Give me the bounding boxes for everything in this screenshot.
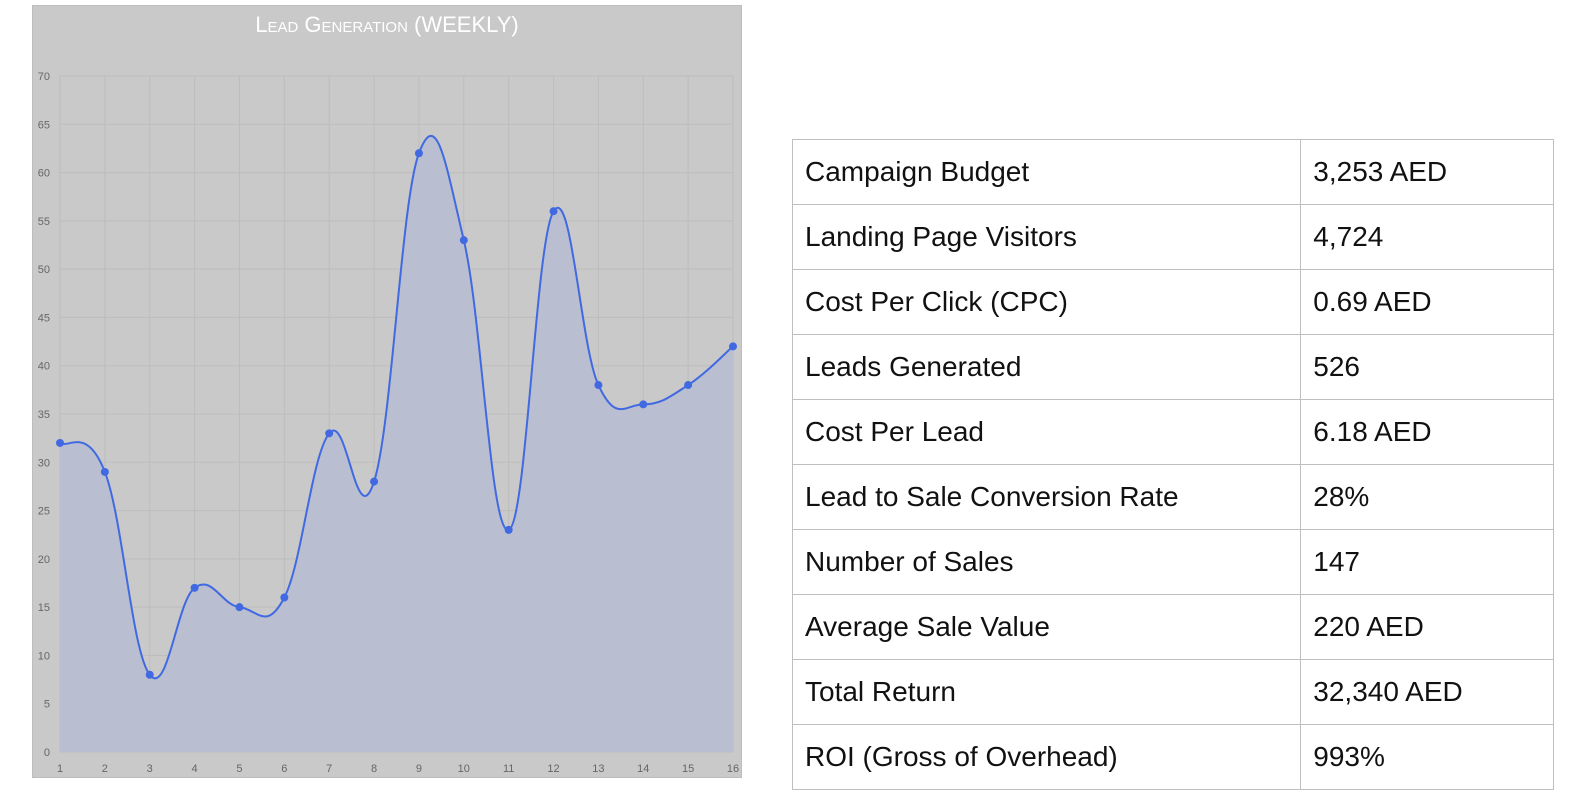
y-tick-label: 50 xyxy=(38,264,50,276)
metric-value: 993% xyxy=(1300,724,1554,790)
table-row: Lead to Sale Conversion Rate 28% xyxy=(791,464,1554,530)
y-tick-label: 10 xyxy=(38,650,50,662)
x-tick-label: 2 xyxy=(102,763,108,775)
x-tick-label: 4 xyxy=(192,763,198,775)
x-tick-label: 8 xyxy=(371,763,377,775)
x-tick-label: 15 xyxy=(682,763,694,775)
table-row: ROI (Gross of Overhead) 993% xyxy=(791,724,1554,790)
data-point xyxy=(549,207,558,216)
y-tick-label: 65 xyxy=(38,119,50,131)
metric-label: Cost Per Click (CPC) xyxy=(791,269,1302,335)
x-tick-label: 7 xyxy=(326,763,332,775)
x-tick-label: 9 xyxy=(416,763,422,775)
y-tick-label: 60 xyxy=(38,168,50,180)
data-point xyxy=(684,381,693,390)
metric-label: Average Sale Value xyxy=(791,594,1302,660)
metric-value: 28% xyxy=(1300,464,1554,530)
y-tick-label: 5 xyxy=(44,699,50,711)
x-tick-label: 1 xyxy=(57,763,63,775)
data-point xyxy=(325,429,334,438)
x-tick-label: 12 xyxy=(547,763,559,775)
metric-label: Leads Generated xyxy=(791,334,1302,400)
data-point xyxy=(145,670,154,679)
y-tick-label: 25 xyxy=(38,506,50,518)
metric-value: 147 xyxy=(1300,529,1554,595)
y-tick-label: 55 xyxy=(38,216,50,228)
lead-generation-chart: 0 5 10 15 20 25 30 35 40 45 50 55 60 65 70 1 2 3 4 5 6 7 8 9 10 1… xyxy=(32,5,742,778)
x-tick-label: 13 xyxy=(592,763,604,775)
data-point xyxy=(639,400,648,409)
x-tick-label: 5 xyxy=(236,763,242,775)
y-tick-label: 20 xyxy=(38,554,50,566)
data-point xyxy=(594,381,603,390)
series-area xyxy=(60,135,733,753)
table-row: Cost Per Click (CPC) 0.69 AED xyxy=(791,269,1554,335)
y-tick-label: 35 xyxy=(38,409,50,421)
metric-label: Cost Per Lead xyxy=(791,399,1302,465)
metric-value: 0.69 AED xyxy=(1300,269,1554,335)
y-tick-label: 40 xyxy=(38,361,50,373)
table-row: Total Return 32,340 AED xyxy=(791,659,1554,725)
data-point xyxy=(56,438,64,447)
chart-title: Lead Generation (WEEKLY) xyxy=(255,12,519,37)
data-point xyxy=(235,603,244,612)
data-point xyxy=(459,236,468,245)
x-tick-label: 14 xyxy=(637,763,649,775)
x-tick-label: 6 xyxy=(281,763,287,775)
data-point xyxy=(370,477,379,486)
metric-label: Lead to Sale Conversion Rate xyxy=(791,464,1302,530)
metric-value: 4,724 xyxy=(1300,204,1554,270)
metric-value: 220 AED xyxy=(1300,594,1554,660)
campaign-metrics-table: Campaign Budget 3,253 AED Landing Page Vi… xyxy=(791,139,1554,790)
table-row: Number of Sales 147 xyxy=(791,529,1554,595)
series-line xyxy=(59,135,734,680)
data-point xyxy=(100,467,109,476)
y-tick-label: 45 xyxy=(38,312,50,324)
x-tick-label: 3 xyxy=(147,763,153,775)
data-point xyxy=(729,342,737,351)
x-tick-label: 10 xyxy=(458,763,470,775)
metric-value: 526 xyxy=(1300,334,1554,400)
data-point xyxy=(414,149,423,158)
table-row: Leads Generated 526 xyxy=(791,334,1554,400)
data-point xyxy=(504,525,513,534)
metric-label: Campaign Budget xyxy=(791,139,1302,205)
metric-value: 3,253 AED xyxy=(1300,139,1554,205)
table-row: Campaign Budget 3,253 AED xyxy=(791,139,1554,205)
y-tick-label: 70 xyxy=(38,71,50,83)
x-tick-label: 16 xyxy=(727,763,739,775)
y-tick-label: 15 xyxy=(38,602,50,614)
metric-value: 6.18 AED xyxy=(1300,399,1554,465)
data-point xyxy=(190,583,199,592)
y-tick-label: 30 xyxy=(38,457,50,469)
metric-label: Total Return xyxy=(791,659,1302,725)
table-row: Cost Per Lead 6.18 AED xyxy=(791,399,1554,465)
metric-value: 32,340 AED xyxy=(1300,659,1554,725)
table-row: Average Sale Value 220 AED xyxy=(791,594,1554,660)
x-tick-label: 11 xyxy=(503,763,514,775)
data-point xyxy=(280,593,289,602)
table-row: Landing Page Visitors 4,724 xyxy=(791,204,1554,270)
metric-label: Landing Page Visitors xyxy=(791,204,1302,270)
metric-label: ROI (Gross of Overhead) xyxy=(791,724,1302,790)
y-tick-label: 0 xyxy=(44,747,50,759)
metric-label: Number of Sales xyxy=(791,529,1302,595)
